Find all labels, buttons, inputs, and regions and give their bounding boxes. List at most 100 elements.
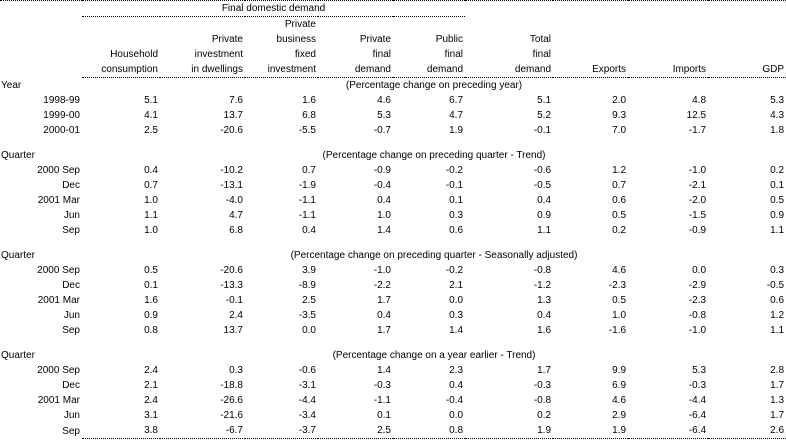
value-cell: 0.6	[449, 225, 464, 236]
column-header-line: GDP	[762, 64, 785, 75]
value-cell: -4.0	[225, 195, 243, 206]
value-cell: 4.3	[770, 110, 785, 121]
value-cell: 12.5	[686, 110, 707, 121]
value-cell: -3.4	[298, 410, 316, 421]
row-label: 2000-01	[43, 125, 80, 136]
section-note: (Percentage change on preceding year)	[345, 80, 523, 91]
value-cell: -0.3	[688, 380, 707, 391]
row-label: Dec	[62, 280, 80, 291]
value-cell: -0.7	[373, 125, 391, 136]
value-cell: -20.6	[220, 265, 243, 276]
value-cell: -26.6	[220, 395, 243, 406]
value-cell: -2.3	[688, 295, 707, 306]
section-label: Quarter	[1, 150, 35, 161]
value-cell: 0.5	[612, 295, 627, 306]
value-cell: 0.1	[144, 280, 158, 291]
column-header-row: Household consumption Private investment in …	[0, 16, 786, 78]
value-cell: 1.4	[449, 325, 464, 336]
value-cell: -1.0	[688, 325, 707, 336]
row-label: Sep	[62, 425, 80, 437]
table-body: Year (Percentage change on preceding year…	[0, 78, 786, 439]
data-row: 2001 Mar 2.4 -26.6 -4.4 -1.1 -0.4 -0.8 4.6 -4.4 1…	[0, 393, 786, 408]
value-cell: 2.5	[318, 423, 393, 439]
value-cell: 1.1	[770, 325, 785, 336]
value-cell: 0.9	[537, 210, 552, 221]
value-cell: 4.8	[692, 95, 707, 106]
value-cell: 0.9	[144, 310, 158, 321]
value-cell: 6.7	[449, 95, 464, 106]
value-cell: 0.4	[302, 225, 316, 236]
value-cell: 1.4	[377, 365, 391, 376]
value-cell: 0.4	[449, 380, 464, 391]
value-cell: 2.4	[229, 310, 243, 321]
value-cell: 0.5	[144, 265, 158, 276]
value-cell: -8.9	[298, 280, 316, 291]
section-gap	[0, 138, 786, 148]
section-label: Quarter	[1, 350, 35, 361]
value-cell: 1.7	[537, 365, 552, 376]
value-cell: 0.0	[449, 295, 464, 306]
value-cell: 4.7	[449, 110, 464, 121]
value-cell: 1.0	[144, 225, 158, 236]
value-cell: 1.0	[144, 195, 158, 206]
value-cell: 0.0	[449, 410, 464, 421]
value-cell: 5.3	[377, 110, 391, 121]
row-label: 1999-00	[43, 110, 80, 121]
data-row: 2000-01 2.5 -20.6 -5.5 -0.7 1.9 -0.1 7.0 -1.7 1.8	[0, 123, 786, 138]
value-cell: -1.7	[688, 125, 707, 136]
column-header: Exports	[553, 16, 629, 78]
value-cell: -0.1	[225, 295, 243, 306]
value-cell: 0.3	[229, 365, 243, 376]
value-cell: -0.9	[373, 165, 391, 176]
value-cell: -0.1	[533, 125, 552, 136]
value-cell: 5.1	[537, 95, 552, 106]
data-row: 1999-00 4.1 13.7 6.8 5.3 4.7 5.2 9.3 12.5 4.3	[0, 108, 786, 123]
value-cell: 5.3	[770, 95, 785, 106]
value-cell: 2.0	[612, 95, 627, 106]
column-header-line: demand	[426, 64, 464, 75]
section-label: Quarter	[1, 250, 35, 261]
value-cell: -0.8	[533, 265, 552, 276]
section-gap	[0, 338, 786, 348]
value-cell: 3.8	[82, 423, 160, 439]
value-cell: 1.8	[770, 125, 785, 136]
value-cell: -1.0	[373, 265, 391, 276]
value-cell: -1.9	[298, 180, 316, 191]
value-cell: 0.1	[770, 180, 785, 191]
column-header-line: demand	[354, 64, 391, 75]
column-header-line: final	[372, 49, 391, 60]
value-cell: 0.1	[449, 195, 464, 206]
value-cell: 5.2	[537, 110, 552, 121]
value-cell: -0.6	[533, 165, 552, 176]
value-cell: -0.8	[533, 395, 552, 406]
data-row: Sep 3.8 -6.7 -3.7 2.5 0.8 1.9 1.9 -6.4 2.6	[0, 423, 786, 439]
row-label: 1998-99	[43, 95, 80, 106]
value-cell: 2.4	[144, 365, 158, 376]
value-cell: 1.6	[144, 295, 158, 306]
value-cell: -13.3	[220, 280, 243, 291]
value-cell: -4.4	[298, 395, 316, 406]
column-header-line: Imports	[672, 64, 707, 75]
row-label: Sep	[62, 225, 80, 236]
column-header-line: fixed	[294, 49, 316, 60]
value-cell: 7.0	[612, 125, 627, 136]
section-gap-cell	[0, 138, 786, 148]
value-cell: 0.9	[770, 210, 785, 221]
column-header-line: demand	[514, 64, 552, 75]
section-header-row: Year (Percentage change on preceding year…	[0, 78, 786, 94]
value-cell: -1.1	[298, 210, 316, 221]
value-cell: 2.8	[770, 365, 785, 376]
row-label: Dec	[62, 180, 80, 191]
column-header-line: consumption	[101, 64, 158, 75]
value-cell: 13.7	[223, 110, 243, 121]
value-cell: -0.2	[445, 265, 464, 276]
value-cell: 4.7	[229, 210, 243, 221]
value-cell: -5.5	[298, 125, 316, 136]
value-cell: -0.5	[533, 180, 552, 191]
section-note: (Percentage change on a year earlier - T…	[332, 350, 536, 361]
value-cell: 0.3	[770, 265, 785, 276]
section-header-row: Quarter (Percentage change on preceding q…	[0, 148, 786, 163]
value-cell: 1.7	[770, 380, 785, 391]
value-cell: 1.3	[537, 295, 552, 306]
value-cell: 1.6	[537, 325, 552, 336]
